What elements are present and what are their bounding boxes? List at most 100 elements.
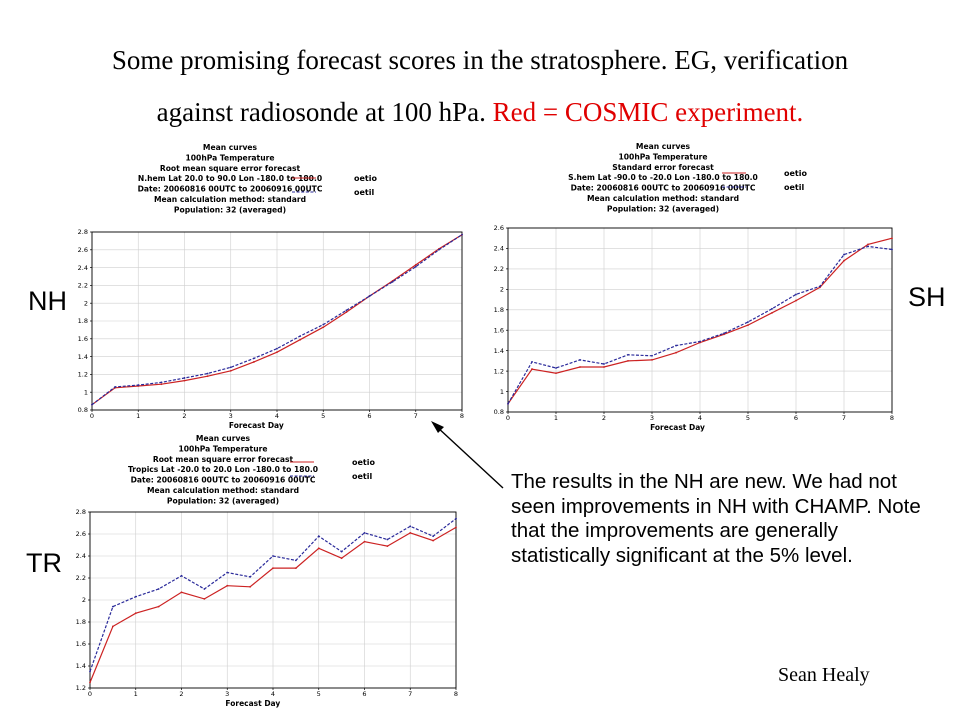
nh-y-tick-label: 2.6	[78, 246, 88, 254]
region-label-tr: TR	[26, 548, 62, 578]
author-name: Sean Healy	[778, 664, 870, 686]
tr-series-oetil-point	[317, 535, 320, 538]
title-line-2-text: against radiosonde at 100 hPa.	[156, 97, 486, 127]
arrow-head	[431, 421, 444, 433]
sh-x-tick-label: 1	[554, 414, 558, 422]
sh-series-oetio-point	[891, 237, 893, 240]
tr-y-tick-label: 1.2	[76, 684, 86, 692]
nh-series-oetil-point	[345, 309, 348, 312]
sh-y-tick-label: 2.6	[494, 224, 504, 232]
sh-x-tick-label: 2	[602, 414, 606, 422]
sh-header-line: 100hPa Temperature	[618, 152, 707, 161]
tr-x-tick-label: 7	[408, 690, 412, 698]
tr-series-oetio-point	[432, 539, 435, 542]
sh-series-oetil-point	[771, 307, 773, 310]
sh-series-oetil-point	[747, 321, 749, 323]
nh-y-tick-label: 0.8	[78, 406, 88, 414]
tr-series-oetio-point	[203, 598, 206, 600]
tr-chart-ticks: 1.2 1.4 1.6 1.8 2 2.2 2.4 2.6 2.8 0 1 2 3 4 5 6 7 8	[76, 508, 458, 698]
results-note: The results in the NH are new. We had no…	[511, 470, 921, 567]
tr-header-line: Date: 20060816 00UTC to 20060916 00UTC	[131, 476, 316, 485]
tr-series-oetil-point	[455, 517, 457, 520]
tr-header-line: Root mean square error forecast	[153, 455, 294, 464]
region-label-sh: SH	[908, 282, 946, 312]
tr-series-oetio-point	[249, 585, 252, 588]
tr-y-tick-label: 2.6	[76, 530, 86, 538]
tr-y-tick-label: 1.4	[76, 662, 86, 670]
tr-x-tick-label: 2	[179, 690, 183, 698]
sh-y-tick-label: 1.2	[494, 367, 504, 375]
sh-y-tick-label: 2	[500, 286, 504, 294]
sh-series-oetio-point	[651, 358, 653, 361]
tr-x-tick-label: 4	[271, 690, 275, 698]
tr-series-oetio-point	[317, 547, 320, 550]
nh-series-oetio-point	[183, 379, 186, 382]
sh-chart-legend: oetio oetil	[722, 169, 807, 192]
slide-title: Some promising forecast scores in the st…	[20, 34, 940, 138]
tr-series-oetio-point	[455, 526, 457, 529]
nh-series-oetio-point	[229, 369, 232, 372]
nh-series-oetio-point	[276, 351, 278, 354]
sh-y-tick-label: 1.6	[494, 326, 504, 334]
nh-series-oetil-point	[437, 248, 440, 251]
sh-series-oetio-point	[603, 366, 605, 368]
nh-series-oetil-point	[206, 372, 209, 375]
nh-series-oetil-point	[114, 385, 117, 388]
nh-series-oetil-point	[183, 377, 186, 379]
sh-series-oetio-point	[675, 351, 677, 354]
sh-header-line: Date: 20060816 00UTC to 20060916 00UTC	[571, 184, 756, 193]
sh-chart-ticks: 0.8 1 1.2 1.4 1.6 1.8 2 2.2 2.4 2.6 0 1 2 3 4 5 6 7 8	[494, 224, 894, 422]
nh-legend-label-oetil: oetil	[354, 188, 374, 197]
region-label-nh: NH	[28, 286, 67, 316]
sh-series-oetil-point	[603, 363, 605, 365]
sh-header-line: Standard error forecast	[612, 163, 714, 172]
tr-chart-xlabel: Forecast Day	[225, 699, 280, 708]
sh-series-oetil-point	[627, 353, 629, 356]
nh-header-line: Mean calculation method: standard	[154, 195, 306, 204]
tr-series-oetio-point	[409, 532, 412, 534]
sh-series-oetil-point	[867, 245, 869, 248]
nh-x-tick-label: 3	[229, 412, 233, 420]
nh-y-tick-label: 1.2	[78, 371, 88, 379]
sh-series-oetil-point	[819, 285, 821, 288]
nh-y-tick-label: 1.8	[78, 317, 88, 325]
sh-series-oetio-point	[867, 243, 869, 246]
sh-x-tick-label: 6	[794, 414, 798, 422]
nh-y-tick-label: 1.6	[78, 335, 88, 343]
tr-x-tick-label: 0	[88, 690, 92, 698]
nh-series-oetil-point	[368, 295, 371, 297]
sh-x-tick-label: 5	[746, 414, 750, 422]
tr-series-oetio-point	[363, 540, 366, 543]
sh-series-oetio-point	[843, 259, 845, 262]
sh-y-tick-label: 1.8	[494, 306, 504, 314]
tr-legend-label-oetil: oetil	[352, 472, 372, 481]
tr-y-tick-label: 2.8	[76, 508, 86, 516]
title-highlight-red: Red = COSMIC experiment.	[492, 97, 804, 127]
tr-header-line: Population: 32 (averaged)	[167, 496, 279, 505]
sh-series-oetil-point	[675, 344, 677, 347]
sh-series-oetil-point	[651, 354, 653, 357]
tr-legend-label-oetio: oetio	[352, 458, 375, 467]
nh-series-oetil-point	[461, 233, 463, 236]
nh-chart-ticks: 0.8 1 1.2 1.4 1.6 1.8 2 2.2 2.4 2.6 2.8 0 1 2 3 4 5 6 7 8	[78, 228, 464, 420]
nh-x-tick-label: 0	[90, 412, 94, 420]
tr-series-oetil-point	[409, 525, 412, 528]
nh-header-line: Root mean square error forecast	[160, 164, 301, 173]
nh-series-oetil-point	[276, 347, 278, 350]
sh-x-tick-label: 8	[890, 414, 894, 422]
sh-series-oetio-point	[747, 324, 749, 327]
tr-series-oetil-point	[363, 532, 366, 534]
tr-series-oetio-point	[272, 567, 274, 569]
nh-series-oetil-point	[299, 335, 302, 338]
tr-series-oetil-point	[226, 571, 229, 574]
tr-series-oetil-point	[272, 555, 274, 557]
sh-y-tick-label: 2.4	[494, 245, 504, 253]
tr-series-oetil-point	[89, 670, 91, 673]
tr-series-oetil-point	[294, 559, 297, 562]
nh-header-line: 100hPa Temperature	[185, 153, 274, 162]
nh-series-oetil-point	[137, 384, 140, 386]
